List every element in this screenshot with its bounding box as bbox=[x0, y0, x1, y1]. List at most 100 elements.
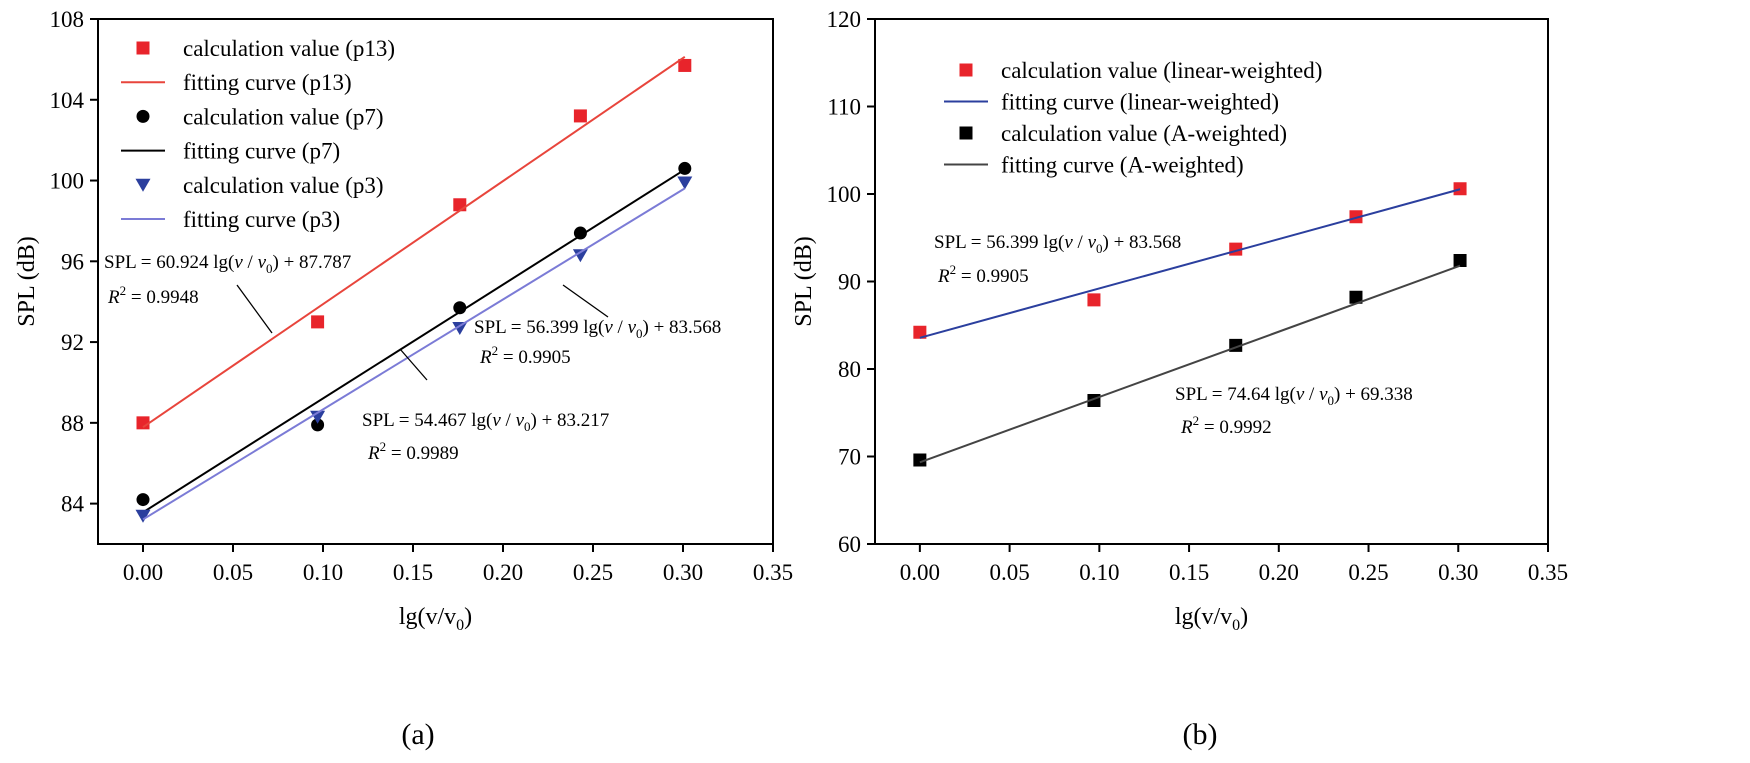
equation-prefix: SPL = 54.467 lg( bbox=[362, 410, 492, 431]
equation-var-v: v bbox=[1064, 232, 1073, 253]
data-point bbox=[913, 453, 927, 467]
x-tick-label: 0.35 bbox=[1528, 560, 1568, 585]
equation-sub-0: 0 bbox=[636, 326, 643, 341]
y-tick-label: 84 bbox=[61, 492, 85, 517]
r-superscript: 2 bbox=[380, 439, 387, 454]
legend-marker-swatch bbox=[959, 126, 973, 140]
equation-suffix: ) + 69.338 bbox=[1334, 384, 1413, 405]
plot-frame bbox=[97, 18, 774, 545]
equation-slash: / bbox=[243, 252, 258, 273]
x-tick-label: 0.20 bbox=[483, 560, 523, 585]
x-tick-label: 0.30 bbox=[1438, 560, 1478, 585]
equation-var-v0: v bbox=[1319, 384, 1328, 405]
x-tick-label: 0.10 bbox=[1079, 560, 1119, 585]
x-axis-label-main: lg(v/v bbox=[399, 604, 456, 630]
x-axis-label-main: lg(v/v bbox=[1175, 604, 1232, 630]
y-tick-label: 92 bbox=[61, 330, 84, 355]
r-squared-value: = 0.9905 bbox=[956, 266, 1028, 287]
legend-entry: fitting curve (A-weighted) bbox=[1001, 153, 1244, 178]
legend-marker-swatch bbox=[135, 178, 151, 192]
x-tick-label: 0.00 bbox=[123, 560, 163, 585]
x-tick-label: 0.15 bbox=[1169, 560, 1209, 585]
x-tick-label: 0.00 bbox=[900, 560, 940, 585]
x-tick-label: 0.25 bbox=[573, 560, 613, 585]
fit-equation-2: SPL = 54.467 lg(v / v0) + 83.217 bbox=[362, 410, 609, 434]
annotation-leader-line bbox=[236, 284, 273, 334]
x-axis-label-sub: 0 bbox=[1232, 617, 1240, 634]
legend-marker-swatch bbox=[959, 63, 973, 77]
data-point bbox=[573, 226, 587, 240]
fit-line-5 bbox=[142, 187, 686, 521]
x-axis-label-sub: 0 bbox=[456, 617, 464, 634]
x-axis-label: lg(v/v0) bbox=[399, 604, 472, 634]
r-squared-value: = 0.9989 bbox=[386, 443, 458, 464]
fit-equation-1: SPL = 74.64 lg(v / v0) + 69.338 bbox=[1175, 384, 1413, 408]
legend-entry: fitting curve (p3) bbox=[183, 207, 340, 232]
r-symbol: R bbox=[367, 443, 380, 464]
x-tick-label: 0.25 bbox=[1348, 560, 1388, 585]
data-point bbox=[136, 493, 150, 507]
data-point bbox=[1349, 210, 1363, 224]
r-symbol: R bbox=[1180, 417, 1193, 438]
y-tick-label: 96 bbox=[61, 249, 84, 274]
equation-sub-0: 0 bbox=[1096, 241, 1103, 256]
r-superscript: 2 bbox=[120, 283, 127, 298]
r-squared-1: R2 = 0.9992 bbox=[1180, 413, 1272, 438]
y-tick-label: 100 bbox=[50, 169, 85, 194]
fit-line-1 bbox=[919, 188, 1461, 339]
data-point bbox=[1453, 254, 1467, 267]
y-tick-label: 88 bbox=[61, 411, 84, 436]
legend-entry: fitting curve (p13) bbox=[183, 70, 352, 95]
x-tick-label: 0.15 bbox=[393, 560, 433, 585]
legend-entry: calculation value (p3) bbox=[183, 173, 384, 198]
r-symbol: R bbox=[479, 347, 492, 368]
legend-entry: calculation value (linear-weighted) bbox=[1001, 58, 1322, 83]
equation-suffix: ) + 83.568 bbox=[643, 317, 722, 338]
equation-suffix: ) + 83.217 bbox=[531, 410, 610, 431]
y-tick-label: 90 bbox=[838, 270, 861, 295]
equation-slash: / bbox=[613, 317, 628, 338]
x-axis-label: lg(v/v0) bbox=[1175, 604, 1248, 634]
r-symbol: R bbox=[937, 266, 950, 287]
annotation-leader-line bbox=[399, 348, 428, 381]
data-point bbox=[677, 176, 693, 190]
panel-label: (a) bbox=[401, 718, 434, 751]
r-superscript: 2 bbox=[1193, 413, 1200, 428]
x-tick-label: 0.35 bbox=[753, 560, 793, 585]
r-squared-0: R2 = 0.9948 bbox=[107, 283, 199, 308]
data-point bbox=[452, 321, 468, 335]
legend-marker-swatch bbox=[136, 41, 150, 55]
r-squared-value: = 0.9905 bbox=[498, 347, 570, 368]
x-axis-label-close: ) bbox=[1240, 604, 1248, 630]
fit-equation-0: SPL = 60.924 lg(v / v0) + 87.787 bbox=[104, 252, 351, 276]
x-tick-label: 0.30 bbox=[663, 560, 703, 585]
data-point bbox=[573, 109, 587, 123]
data-point bbox=[135, 509, 151, 523]
y-tick-label: 70 bbox=[838, 445, 861, 470]
x-tick-label: 0.20 bbox=[1259, 560, 1299, 585]
data-point bbox=[1453, 182, 1467, 196]
equation-var-v0: v bbox=[1088, 232, 1097, 253]
fit-line-3 bbox=[919, 264, 1461, 464]
panel-label: (b) bbox=[1183, 718, 1218, 751]
equation-var-v: v bbox=[604, 317, 613, 338]
chart-panel-b: 0.00 0.05 0.10 0.15 0.20 0.25 0.30 0.35 60 70 80 90… bbox=[791, 7, 1568, 751]
equation-var-v0: v bbox=[258, 252, 267, 273]
x-tick-label: 0.05 bbox=[989, 560, 1029, 585]
data-point bbox=[311, 418, 325, 432]
equation-sub-0: 0 bbox=[524, 419, 531, 434]
r-superscript: 2 bbox=[492, 343, 499, 358]
equation-prefix: SPL = 60.924 lg( bbox=[104, 252, 234, 273]
legend-marker-swatch bbox=[136, 109, 150, 123]
r-symbol: R bbox=[107, 287, 120, 308]
equation-prefix: SPL = 56.399 lg( bbox=[934, 232, 1064, 253]
data-point bbox=[678, 58, 692, 72]
equation-slash: / bbox=[501, 410, 516, 431]
legend-entry: calculation value (A-weighted) bbox=[1001, 121, 1287, 146]
equation-sub-0: 0 bbox=[1328, 393, 1335, 408]
fit-line-3 bbox=[142, 168, 686, 514]
equation-var-v: v bbox=[1296, 384, 1305, 405]
annotation-leader-line bbox=[562, 284, 609, 318]
data-point bbox=[453, 198, 467, 212]
y-axis-label: SPL (dB) bbox=[791, 236, 817, 326]
